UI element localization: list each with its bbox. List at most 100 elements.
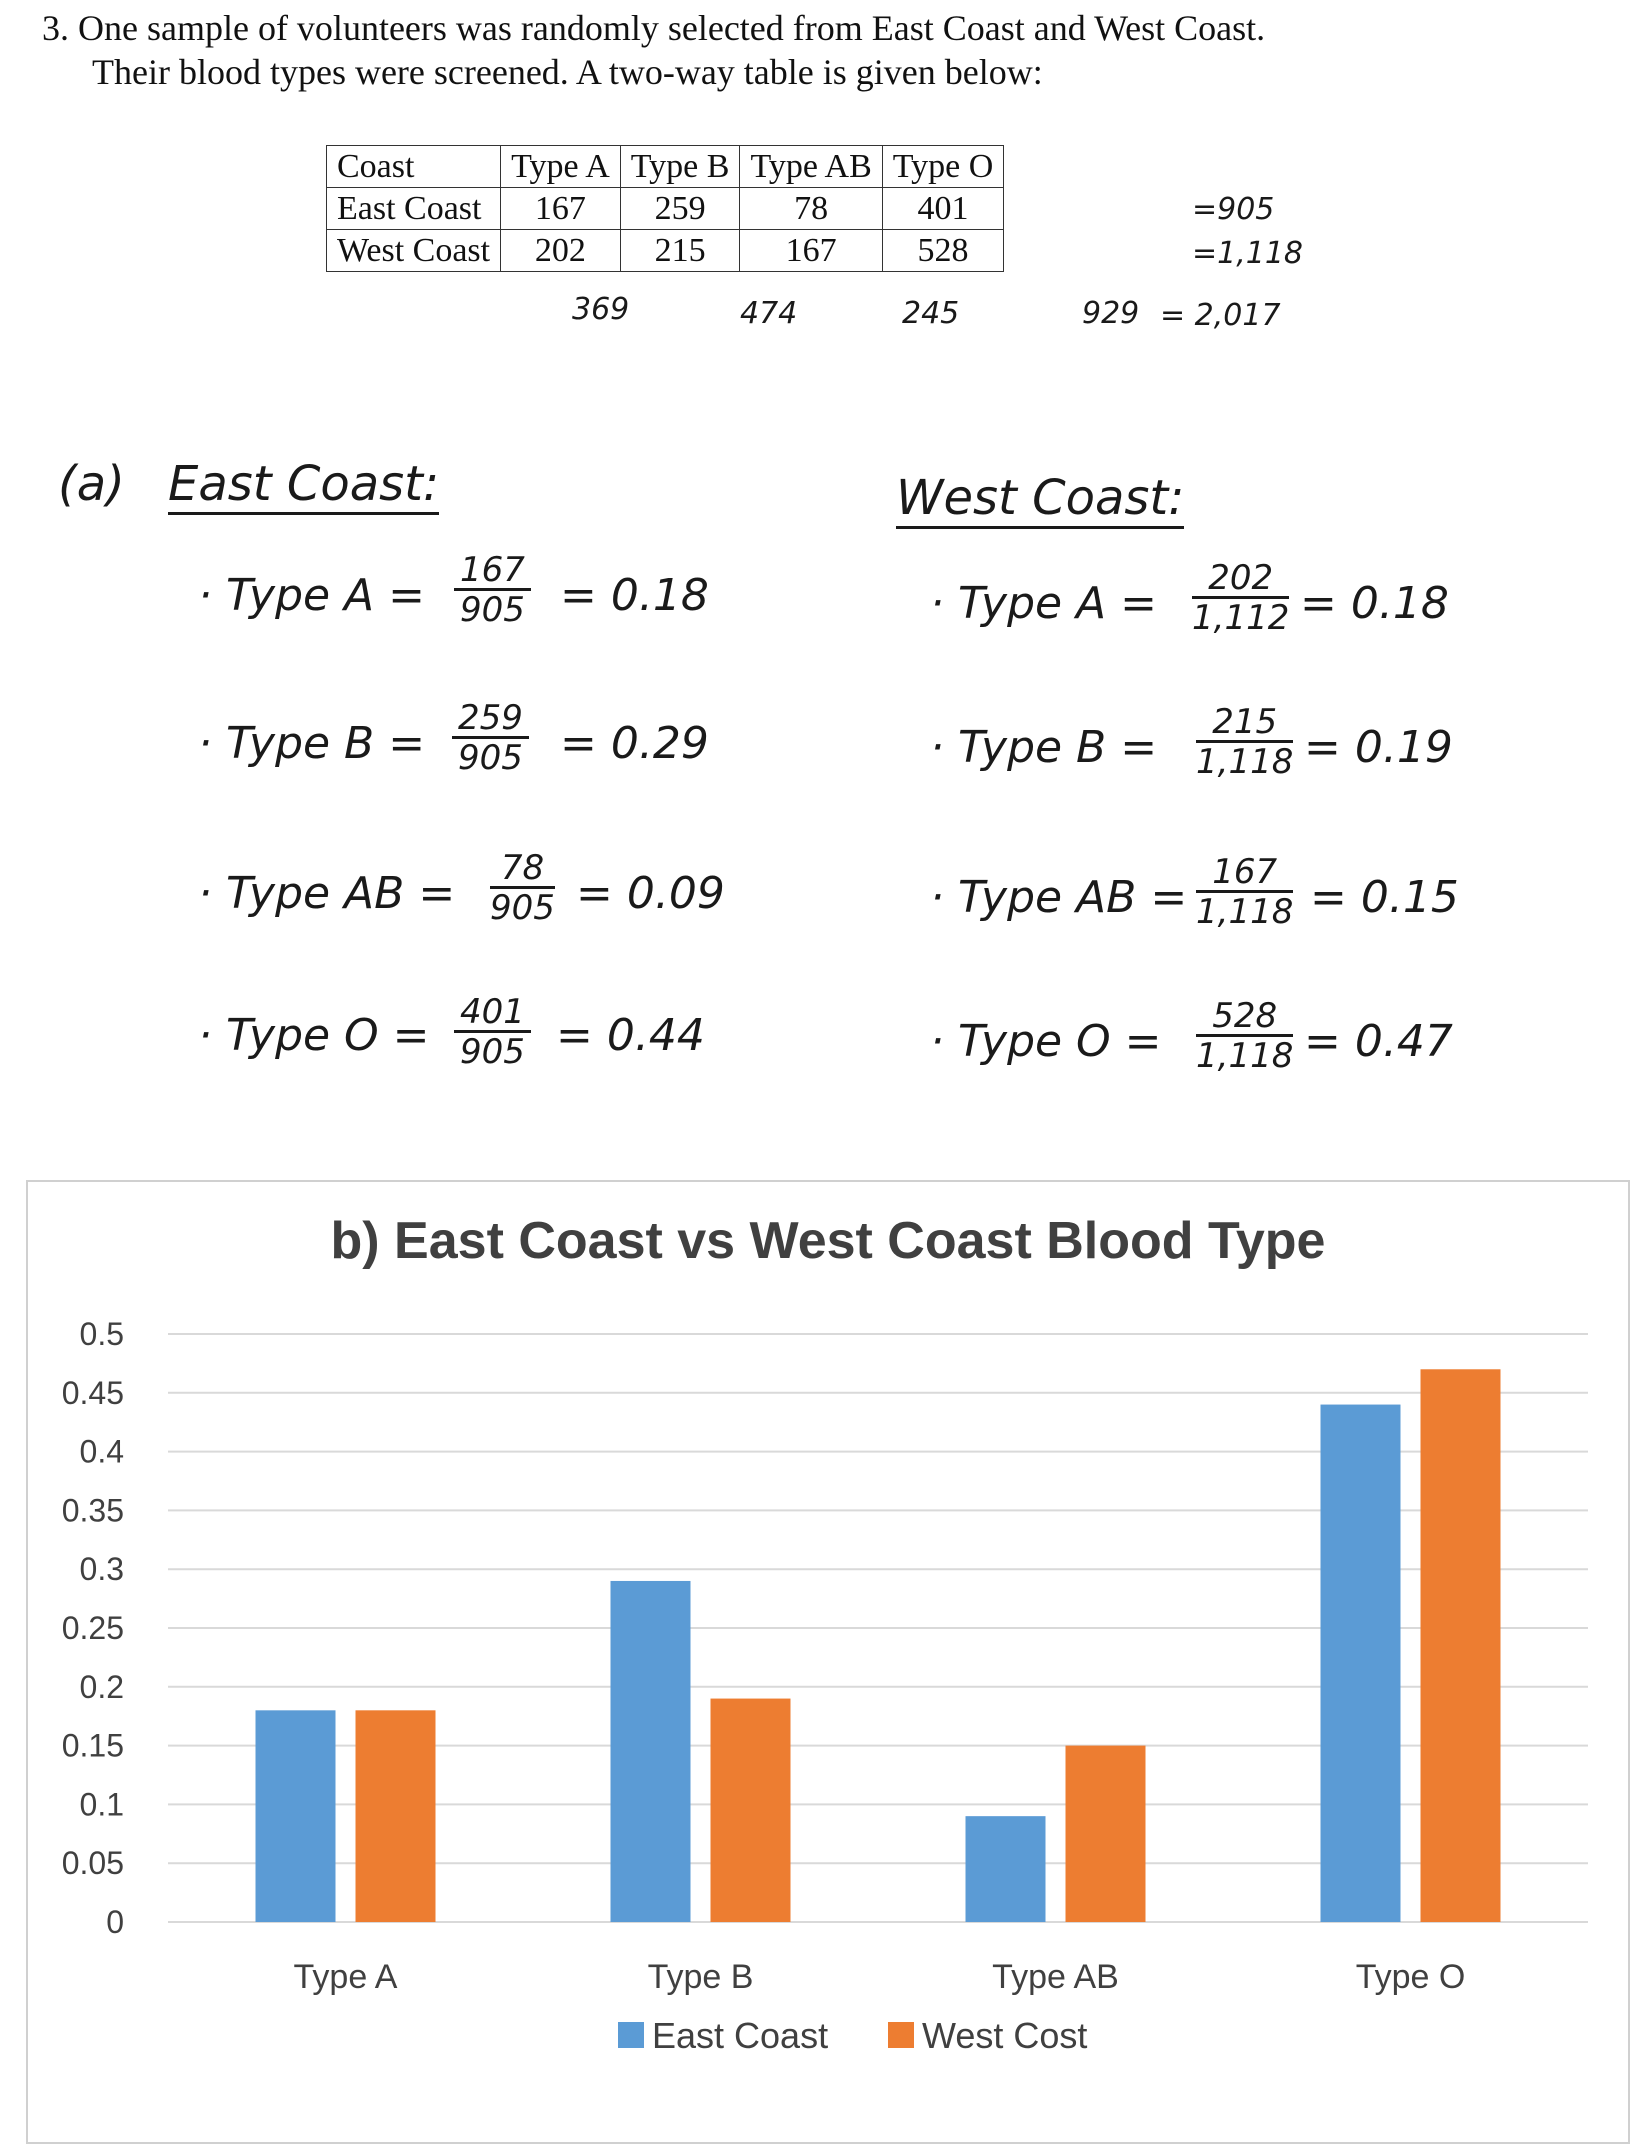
bar — [1065, 1745, 1146, 1922]
fraction-denominator: 1,118 — [1196, 1036, 1294, 1076]
fraction-denominator: 905 — [490, 888, 555, 928]
bar — [355, 1710, 436, 1922]
table-cell: 167 — [739, 229, 883, 272]
table-cell: 78 — [739, 187, 883, 230]
west-type-o-fraction: 528 1,118 — [1196, 998, 1294, 1076]
col-total-type-o: 929 — [1082, 296, 1140, 331]
y-axis-ticks: 0 0.05 0.1 0.15 0.2 0.25 0.3 0.35 0.4 0.45 0.5 — [62, 1316, 124, 1940]
table-header-cell: Type AB — [739, 145, 883, 188]
east-type-b-label: · Type B = — [198, 718, 426, 769]
table-header-cell: Type O — [881, 145, 1005, 188]
fraction-numerator: 528 — [1196, 998, 1294, 1037]
east-type-a-label: · Type A = — [198, 570, 426, 621]
fraction-numerator: 167 — [1196, 854, 1294, 893]
legend-label: West Cost — [922, 2015, 1087, 2056]
east-type-ab-fraction: 78 905 — [490, 850, 555, 927]
east-type-b-fraction: 259 905 — [452, 700, 529, 777]
east-type-a-result: = 0.18 — [560, 570, 709, 621]
table-row-label: East Coast — [325, 187, 502, 230]
y-tick-label: 0.35 — [62, 1492, 124, 1528]
table-header-row: Coast Type A Type B Type AB Type O — [325, 145, 1005, 188]
x-tick-label: Type A — [294, 1958, 398, 1996]
x-axis-ticks: Type A Type B Type AB Type O — [294, 1958, 1466, 1996]
east-type-ab-label: · Type AB = — [198, 868, 456, 919]
west-type-a-result: = 0.18 — [1300, 578, 1449, 629]
west-type-a-fraction: 202 1,112 — [1192, 560, 1290, 638]
east-type-o-label: · Type O = — [198, 1010, 430, 1061]
legend-swatch — [618, 2022, 644, 2048]
col-total-type-b: 474 — [740, 296, 798, 331]
row-total-east: =905 — [1192, 192, 1275, 227]
x-tick-label: Type O — [1356, 1958, 1466, 1996]
west-type-a-label: · Type A = — [930, 578, 1158, 629]
west-type-b-fraction: 215 1,118 — [1196, 704, 1294, 782]
bar — [610, 1580, 691, 1922]
bar — [965, 1816, 1046, 1922]
legend-label: East Coast — [652, 2015, 828, 2056]
two-way-table: Coast Type A Type B Type AB Type O East … — [325, 145, 1005, 272]
table-cell: 167 — [500, 187, 621, 230]
table-cell: 401 — [881, 187, 1005, 230]
fraction-numerator: 167 — [454, 552, 531, 591]
grand-total: = 2,017 — [1160, 298, 1281, 333]
table-row: East Coast 167 259 78 401 — [325, 187, 1005, 230]
table-cell: 215 — [619, 229, 741, 272]
y-tick-label: 0.05 — [62, 1845, 124, 1881]
bar — [1320, 1404, 1401, 1922]
table-header-cell: Type A — [500, 145, 621, 188]
chart-title: b) East Coast vs West Coast Blood Type — [331, 1212, 1326, 1270]
fraction-denominator: 905 — [460, 590, 525, 630]
row-total-west: =1,118 — [1192, 236, 1304, 271]
fraction-numerator: 259 — [452, 700, 529, 739]
west-type-ab-result: = 0.15 — [1310, 872, 1459, 923]
x-tick-label: Type AB — [992, 1958, 1119, 1996]
table-header-cell: Coast — [325, 145, 502, 188]
table-cell: 202 — [500, 229, 621, 272]
west-type-o-label: · Type O = — [930, 1016, 1162, 1067]
west-type-b-result: = 0.19 — [1304, 722, 1453, 773]
table-row: West Coast 202 215 167 528 — [325, 229, 1005, 272]
table-header-cell: Type B — [619, 145, 741, 188]
part-a-label: (a) — [58, 456, 125, 512]
chart-frame: b) East Coast vs West Coast Blood Type 0… — [26, 1180, 1630, 2144]
east-type-a-fraction: 167 905 — [454, 552, 531, 629]
fraction-numerator: 78 — [490, 850, 555, 889]
east-type-o-fraction: 401 905 — [454, 994, 531, 1071]
x-tick-label: Type B — [648, 1958, 754, 1996]
fraction-numerator: 401 — [454, 994, 531, 1033]
west-type-ab-label: · Type AB = — [930, 872, 1188, 923]
west-type-b-label: · Type B = — [930, 722, 1158, 773]
west-coast-heading: West Coast: — [896, 470, 1185, 529]
y-tick-label: 0.2 — [80, 1669, 124, 1705]
fraction-numerator: 202 — [1192, 560, 1290, 599]
bars — [255, 1369, 1501, 1922]
bar — [1420, 1369, 1501, 1922]
col-total-type-a: 369 — [572, 292, 630, 327]
bar — [255, 1710, 336, 1922]
east-type-ab-result: = 0.09 — [576, 868, 725, 919]
fraction-numerator: 215 — [1196, 704, 1294, 743]
fraction-denominator: 905 — [458, 738, 523, 778]
two-way-table-container: Coast Type A Type B Type AB Type O East … — [325, 145, 1005, 272]
fraction-denominator: 1,112 — [1192, 598, 1290, 638]
table-row-label: West Coast — [325, 229, 502, 272]
problem-line-1: 3. One sample of volunteers was randomly… — [42, 8, 1266, 48]
y-tick-label: 0.4 — [80, 1434, 124, 1470]
west-type-o-result: = 0.47 — [1304, 1016, 1453, 1067]
y-tick-label: 0.45 — [62, 1375, 124, 1411]
problem-statement: 3. One sample of volunteers was randomly… — [42, 6, 1602, 94]
table-cell: 259 — [619, 187, 741, 230]
legend: East Coast West Cost — [618, 2015, 1087, 2056]
fraction-denominator: 1,118 — [1196, 892, 1294, 932]
y-tick-label: 0 — [106, 1904, 124, 1940]
bar — [710, 1698, 791, 1922]
y-tick-label: 0.15 — [62, 1728, 124, 1764]
y-tick-label: 0.3 — [80, 1551, 124, 1587]
legend-swatch — [888, 2022, 914, 2048]
fraction-denominator: 1,118 — [1196, 742, 1294, 782]
west-type-ab-fraction: 167 1,118 — [1196, 854, 1294, 932]
col-total-type-ab: 245 — [902, 296, 960, 331]
east-type-b-result: = 0.29 — [560, 718, 709, 769]
east-type-o-result: = 0.44 — [556, 1010, 705, 1061]
y-tick-label: 0.5 — [80, 1316, 124, 1352]
